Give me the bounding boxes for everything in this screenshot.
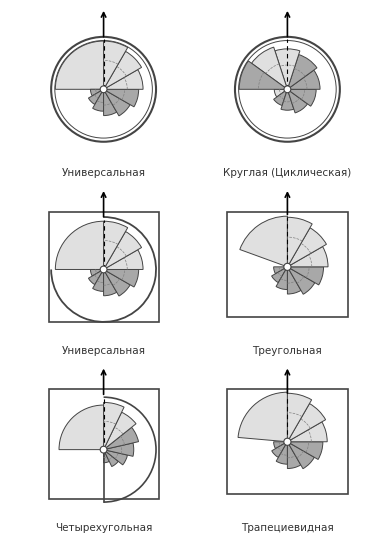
Wedge shape <box>275 49 300 89</box>
Wedge shape <box>287 54 317 89</box>
Wedge shape <box>104 69 143 89</box>
Wedge shape <box>287 267 315 294</box>
Wedge shape <box>287 442 301 468</box>
Wedge shape <box>104 403 124 450</box>
Wedge shape <box>56 41 104 89</box>
Text: Четырехугольная: Четырехугольная <box>55 523 152 533</box>
Wedge shape <box>287 404 326 442</box>
Bar <box>227 212 348 317</box>
Wedge shape <box>104 89 117 115</box>
Wedge shape <box>272 267 287 282</box>
Wedge shape <box>276 442 287 464</box>
Wedge shape <box>104 450 118 467</box>
Wedge shape <box>104 450 109 463</box>
Text: Треугольная: Треугольная <box>253 345 322 356</box>
Circle shape <box>100 86 107 93</box>
Wedge shape <box>287 442 323 459</box>
Wedge shape <box>88 270 104 285</box>
Wedge shape <box>287 217 312 267</box>
Wedge shape <box>272 442 287 458</box>
Wedge shape <box>287 89 316 106</box>
Text: Универсальная: Универсальная <box>62 345 145 356</box>
Text: Универсальная: Универсальная <box>62 168 145 178</box>
Wedge shape <box>238 392 287 442</box>
Wedge shape <box>287 228 326 267</box>
Wedge shape <box>104 41 128 89</box>
Wedge shape <box>287 394 312 442</box>
Wedge shape <box>276 267 287 289</box>
Wedge shape <box>59 405 104 450</box>
Wedge shape <box>240 216 287 267</box>
Bar <box>227 389 348 494</box>
Bar <box>48 212 159 322</box>
Wedge shape <box>93 270 104 292</box>
Wedge shape <box>104 270 117 296</box>
Wedge shape <box>287 70 320 89</box>
Wedge shape <box>88 89 104 105</box>
Wedge shape <box>287 422 327 442</box>
Wedge shape <box>274 267 287 274</box>
Wedge shape <box>239 61 287 89</box>
Circle shape <box>284 86 291 93</box>
Circle shape <box>284 438 291 445</box>
Wedge shape <box>104 221 128 270</box>
Text: Круглая (Циклическая): Круглая (Циклическая) <box>223 168 352 178</box>
Wedge shape <box>104 89 130 116</box>
Wedge shape <box>287 267 323 285</box>
Wedge shape <box>93 89 104 111</box>
Bar <box>48 389 159 499</box>
Wedge shape <box>104 443 134 457</box>
Wedge shape <box>104 270 130 296</box>
Wedge shape <box>104 51 142 89</box>
Text: Трапециевидная: Трапециевидная <box>241 523 334 533</box>
Wedge shape <box>104 89 139 107</box>
Wedge shape <box>104 270 139 287</box>
Wedge shape <box>287 267 301 294</box>
Wedge shape <box>274 442 287 449</box>
Wedge shape <box>287 89 307 113</box>
Wedge shape <box>287 442 314 469</box>
Wedge shape <box>90 270 104 276</box>
Wedge shape <box>90 89 104 96</box>
Wedge shape <box>56 221 104 270</box>
Wedge shape <box>104 250 143 270</box>
Wedge shape <box>104 427 138 450</box>
Wedge shape <box>274 89 287 106</box>
Wedge shape <box>281 89 294 110</box>
Wedge shape <box>104 412 136 450</box>
Wedge shape <box>104 450 127 465</box>
Wedge shape <box>251 47 287 89</box>
Wedge shape <box>274 89 287 97</box>
Circle shape <box>100 266 107 273</box>
Wedge shape <box>104 231 142 270</box>
Circle shape <box>284 263 291 270</box>
Wedge shape <box>287 247 328 267</box>
Circle shape <box>100 446 107 453</box>
